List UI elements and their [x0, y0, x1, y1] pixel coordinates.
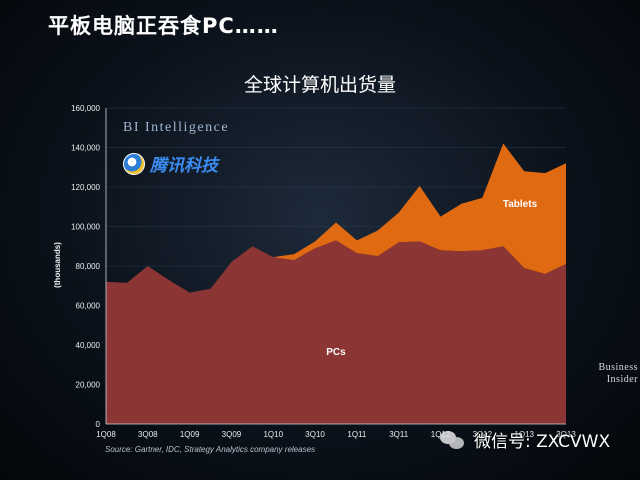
x-tick-label-2: 1Q09: [180, 430, 200, 439]
y-tick-label-8: 160,000: [71, 104, 100, 113]
tencent-icon: [123, 152, 145, 175]
x-tick-label-3: 3Q09: [222, 430, 242, 439]
tencent-tech-text: 腾讯科技: [150, 156, 218, 176]
bi-intelligence-logo: BI Intelligence: [123, 120, 229, 136]
bi-intelligence-text: BI Intelligence: [123, 120, 230, 135]
series-label-pcs: PCs: [326, 347, 346, 358]
wechat-id-text: 微信号: ZXCVWX: [474, 432, 611, 452]
y-tick-label-5: 100,000: [71, 223, 100, 232]
business-insider-logo: Business Insider: [578, 362, 638, 386]
y-tick-label-3: 60,000: [76, 302, 101, 311]
y-tick-label-7: 140,000: [71, 144, 100, 153]
x-tick-label-5: 3Q10: [305, 430, 325, 439]
y-tick-labels: 0 20,000 40,000 60,000 80,000 100,000 120,000 1…: [71, 104, 100, 429]
tencent-tech-logo: 腾讯科技: [123, 151, 218, 176]
slide-title: 平板电脑正吞食PC……: [48, 14, 279, 38]
x-tick-label-10: 1Q13: [514, 430, 534, 439]
axes: [105, 108, 566, 425]
y-tick-label-0: 0: [96, 420, 101, 429]
y-tick-label-6: 120,000: [71, 183, 100, 192]
x-tick-label-1: 3Q08: [138, 430, 158, 439]
source-note: Source: Gartner, IDC, Strategy Analytics…: [105, 445, 316, 454]
y-tick-label-1: 20,000: [76, 381, 101, 390]
y-axis-label: (thousands): [53, 242, 62, 288]
series-labels: PCs Tablets: [326, 199, 537, 358]
business-insider-line2: Insider: [606, 374, 638, 385]
y-tick-label-2: 40,000: [76, 341, 101, 350]
x-tick-label-4: 1Q10: [263, 430, 283, 439]
x-tick-label-0: 1Q08: [96, 430, 116, 439]
area-tablets: [106, 143, 566, 293]
wechat-icon: [440, 429, 466, 451]
chart-title: 全球计算机出货量: [243, 74, 396, 96]
x-tick-label-7: 3Q11: [389, 430, 409, 439]
x-tick-label-11: 3Q13: [556, 430, 576, 439]
area-series: [106, 143, 566, 424]
x-tick-label-6: 1Q11: [347, 430, 367, 439]
y-tick-label-4: 80,000: [76, 262, 101, 271]
x-tick-label-9: 3Q12: [473, 430, 493, 439]
area-pcs: [106, 240, 566, 424]
series-label-tablets: Tablets: [503, 199, 538, 210]
business-insider-line1: Business: [598, 362, 638, 373]
wechat-watermark: 微信号: ZXCVWX: [440, 427, 610, 452]
